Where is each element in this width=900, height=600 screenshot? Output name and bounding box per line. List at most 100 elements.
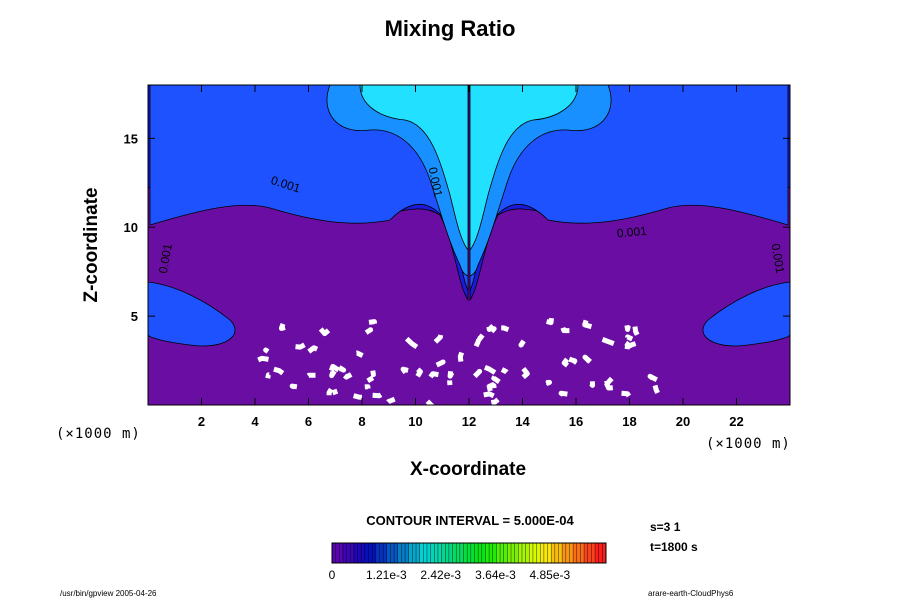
noise-blob — [370, 370, 377, 378]
colorbar-swatch — [430, 543, 442, 563]
noise-blob — [560, 326, 570, 334]
x-unit-label-right: (×1000 m) — [706, 436, 791, 452]
x-unit-label-left: (×1000 m) — [56, 426, 141, 442]
noise-blob — [558, 390, 568, 397]
colorbar-swatch — [529, 543, 541, 563]
y-axis-label: Z-coordinate — [81, 187, 102, 303]
x-tick-label: 10 — [408, 414, 422, 429]
colorbar-swatch — [463, 543, 475, 563]
colorbar-swatch — [419, 543, 431, 563]
noise-blob — [447, 371, 455, 379]
noise-blob — [307, 345, 319, 354]
noise-blob — [521, 367, 530, 380]
noise-blob — [428, 371, 439, 379]
noise-blob — [632, 326, 640, 336]
noise-blob — [372, 392, 383, 399]
noise-blob — [263, 347, 270, 354]
colorbar-tick-label: 1.21e-3 — [366, 568, 407, 582]
colorbar-swatch — [551, 543, 563, 563]
colorbar-swatch — [342, 543, 355, 563]
noise-blob — [425, 399, 436, 405]
noise-blob — [483, 364, 497, 375]
noise-blob — [601, 337, 615, 346]
chart-title: Mixing Ratio — [384, 16, 516, 41]
contour-fill-core-left — [359, 85, 469, 252]
contour-label: 0.001 — [768, 243, 787, 275]
colorbar-swatch — [353, 543, 366, 563]
noise-blob — [501, 325, 510, 333]
colorbar-swatch — [518, 543, 530, 563]
x-tick-label: 4 — [251, 414, 259, 429]
contour-label: 0.001 — [616, 224, 647, 241]
x-tick-label: 2 — [198, 414, 205, 429]
colorbar-swatch — [441, 543, 453, 563]
colorbar-swatch — [408, 543, 420, 563]
noise-blob — [364, 327, 374, 335]
colorbar-tick-label: 4.85e-3 — [530, 568, 571, 582]
noise-blob — [368, 319, 377, 325]
noise-blob — [476, 333, 485, 342]
noise-blob — [404, 336, 419, 350]
noise-blob — [433, 334, 444, 344]
y-tick-label: 15 — [124, 131, 138, 146]
colorbar-swatch — [474, 543, 486, 563]
y-tick-label: 10 — [124, 220, 138, 235]
noise-blob — [352, 393, 362, 400]
noise-blob — [500, 367, 509, 375]
noise-blob — [472, 368, 483, 379]
noise-blob — [652, 384, 660, 394]
noise-blob — [364, 384, 371, 390]
noise-blob — [354, 350, 364, 358]
noise-blob — [518, 339, 526, 348]
noise-blob — [306, 372, 316, 378]
x-tick-label: 16 — [569, 414, 583, 429]
y-tick-label: 5 — [131, 309, 138, 324]
x-axis-label: X-coordinate — [409, 459, 527, 480]
noise-blob — [400, 366, 409, 375]
colorbar-tick-label: 3.64e-3 — [475, 568, 516, 582]
colorbar-swatch — [332, 543, 344, 563]
noise-blob — [486, 323, 495, 332]
colorbar-swatch — [584, 543, 596, 563]
noise-blob — [278, 323, 286, 331]
noise-blob — [435, 359, 446, 368]
noise-blob — [582, 354, 592, 364]
noise-blob — [366, 375, 375, 384]
contour-label: 0.001 — [425, 166, 445, 199]
footer-left: /usr/bin/gpview 2005-04-26 — [60, 589, 157, 598]
noise-blob — [647, 373, 658, 383]
noise-blob — [561, 357, 570, 368]
step-label: s=3 1 — [650, 520, 681, 534]
noise-blob — [486, 381, 496, 392]
noise-blob — [582, 319, 593, 330]
noise-blob — [568, 356, 578, 365]
contour-fill-lobe-left — [148, 281, 236, 347]
x-tick-label: 18 — [622, 414, 636, 429]
noise-blob — [331, 388, 339, 396]
noise-blob — [589, 381, 595, 388]
noise-blob — [329, 369, 337, 379]
colorbar-swatch — [375, 543, 388, 563]
colorbar-swatch — [452, 543, 464, 563]
noise-blob — [490, 397, 500, 405]
noise-blob — [624, 324, 631, 332]
colorbar-swatch — [540, 543, 552, 563]
noise-blob — [295, 342, 306, 350]
contour-interval-label: CONTOUR INTERVAL = 5.000E-04 — [366, 513, 574, 528]
noise-blob — [545, 379, 552, 387]
colorbar-swatch — [595, 543, 607, 563]
noise-blob — [483, 391, 495, 399]
noise-blob — [491, 375, 501, 384]
colorbar-tick-label: 0 — [329, 568, 336, 582]
colorbar-tick-label: 2.42e-3 — [420, 568, 461, 582]
colorbar-swatch — [562, 543, 574, 563]
noise-blob — [386, 396, 396, 405]
time-label: t=1800 s — [650, 540, 698, 554]
colorbar-swatch — [485, 543, 497, 563]
footer-right: arare-earth-CloudPhys6 — [648, 589, 734, 598]
noise-blob — [326, 387, 334, 396]
noise-blob — [624, 340, 631, 350]
noise-blob — [621, 390, 632, 398]
colorbar-swatch — [397, 543, 410, 563]
